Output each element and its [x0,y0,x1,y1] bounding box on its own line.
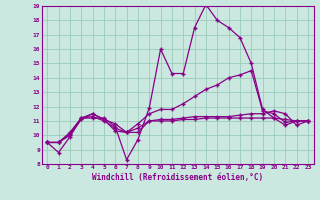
X-axis label: Windchill (Refroidissement éolien,°C): Windchill (Refroidissement éolien,°C) [92,173,263,182]
